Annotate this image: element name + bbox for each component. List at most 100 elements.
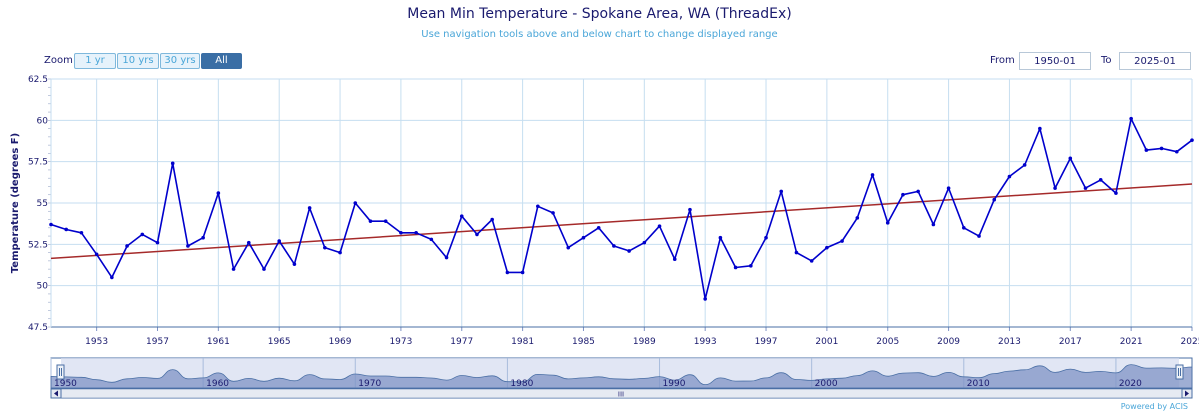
data-point[interactable] — [809, 259, 814, 263]
data-point[interactable] — [246, 240, 251, 245]
data-point[interactable] — [901, 192, 905, 197]
x-tick-label: 2005 — [876, 337, 899, 347]
data-point[interactable] — [140, 232, 145, 237]
data-point[interactable] — [825, 245, 829, 250]
data-point[interactable] — [1174, 149, 1179, 154]
y-tick-label: 57.5 — [28, 158, 48, 168]
data-point[interactable] — [216, 191, 221, 195]
navigator-right-handle[interactable] — [1175, 364, 1184, 380]
data-point[interactable] — [262, 267, 266, 271]
data-point[interactable] — [551, 211, 555, 215]
data-point[interactable] — [718, 235, 723, 240]
zoom-all-button[interactable]: All — [201, 53, 242, 69]
data-point[interactable] — [764, 235, 768, 240]
data-point[interactable] — [201, 235, 205, 240]
data-point[interactable] — [125, 244, 129, 248]
data-point[interactable] — [1007, 174, 1012, 179]
data-point[interactable] — [64, 227, 69, 232]
data-point[interactable] — [338, 250, 342, 255]
data-point[interactable] — [840, 239, 844, 243]
data-point[interactable] — [459, 214, 464, 219]
data-point[interactable] — [368, 219, 373, 223]
navigator-labels: 1950 1960 1970 1980 1990 2000 2010 2020 — [54, 379, 1142, 389]
zoom-30yrs-button[interactable]: 30 yrs — [160, 53, 200, 69]
data-point[interactable] — [855, 216, 860, 220]
data-point[interactable] — [231, 267, 236, 271]
data-point[interactable] — [703, 297, 707, 301]
data-point[interactable] — [414, 230, 418, 235]
scrollbar[interactable]: III — [50, 388, 1193, 399]
navigator-year-label: 1950 — [54, 379, 77, 389]
data-point[interactable] — [79, 230, 84, 235]
chart-grid — [51, 78, 1193, 328]
chart-axes — [48, 78, 1193, 331]
data-point[interactable] — [1083, 186, 1088, 190]
data-point[interactable] — [186, 244, 190, 248]
x-tick-label: 1997 — [755, 337, 778, 347]
data-point[interactable] — [1068, 156, 1073, 161]
from-label: From — [990, 55, 1015, 66]
data-point[interactable] — [1038, 126, 1042, 131]
from-date-input[interactable] — [1019, 52, 1091, 70]
data-point[interactable] — [383, 219, 388, 223]
data-point[interactable] — [292, 262, 297, 266]
data-point[interactable] — [733, 265, 738, 270]
data-point[interactable] — [429, 237, 434, 242]
data-point[interactable] — [1114, 191, 1118, 195]
data-point[interactable] — [94, 252, 99, 257]
data-point[interactable] — [536, 204, 540, 209]
range-navigator[interactable]: 1950 1960 1970 1980 1990 2000 2010 2020 — [50, 357, 1193, 389]
x-tick-label: 2021 — [1120, 337, 1143, 347]
data-point[interactable] — [475, 232, 479, 237]
data-point[interactable] — [992, 197, 997, 202]
data-point[interactable] — [870, 173, 875, 177]
zoom-1yr-button[interactable]: 1 yr — [74, 53, 116, 69]
data-point[interactable] — [977, 234, 981, 238]
to-date-input[interactable] — [1119, 52, 1191, 70]
data-point[interactable] — [1190, 138, 1194, 142]
to-label: To — [1101, 55, 1112, 66]
data-point[interactable] — [946, 186, 951, 190]
data-point[interactable] — [353, 201, 358, 205]
data-point[interactable] — [916, 189, 920, 194]
data-point[interactable] — [794, 250, 799, 255]
data-point[interactable] — [323, 245, 327, 250]
data-point[interactable] — [596, 226, 601, 230]
data-point[interactable] — [49, 222, 53, 227]
data-point[interactable] — [962, 226, 966, 230]
data-point[interactable] — [444, 255, 449, 260]
data-point[interactable] — [612, 244, 616, 248]
zoom-10yrs-button[interactable]: 10 yrs — [117, 53, 159, 69]
data-point[interactable] — [277, 239, 282, 243]
data-point[interactable] — [642, 240, 647, 245]
data-point[interactable] — [672, 257, 677, 262]
data-point[interactable] — [688, 207, 692, 212]
data-point[interactable] — [931, 222, 936, 227]
data-point[interactable] — [657, 224, 662, 228]
data-point[interactable] — [1159, 146, 1164, 151]
data-point[interactable] — [1022, 163, 1027, 167]
data-point[interactable] — [779, 189, 784, 194]
data-point[interactable] — [307, 206, 312, 210]
data-point[interactable] — [170, 161, 175, 166]
data-point[interactable] — [155, 240, 160, 245]
data-point[interactable] — [1144, 148, 1149, 152]
data-point[interactable] — [505, 270, 510, 275]
data-point[interactable] — [110, 275, 114, 280]
data-point[interactable] — [1098, 178, 1103, 182]
credit-link[interactable]: Powered by ACIS — [1120, 402, 1188, 411]
data-point[interactable] — [399, 230, 403, 235]
data-point[interactable] — [627, 249, 631, 253]
navigator-left-handle[interactable] — [56, 364, 65, 380]
data-point[interactable] — [581, 235, 586, 240]
x-tick-labels: 1953 1957 1961 1965 1969 1973 1977 1981 1985 1989… — [85, 337, 1199, 347]
data-point[interactable] — [490, 217, 494, 222]
data-point[interactable] — [1129, 116, 1133, 121]
data-point[interactable] — [566, 245, 571, 250]
data-point[interactable] — [749, 264, 753, 268]
data-point[interactable] — [520, 270, 525, 275]
navigator-year-label: 1960 — [206, 379, 229, 389]
y-axis-label: Temperature (degrees F) — [10, 133, 21, 273]
data-point[interactable] — [885, 221, 890, 225]
data-point[interactable] — [1053, 186, 1057, 190]
